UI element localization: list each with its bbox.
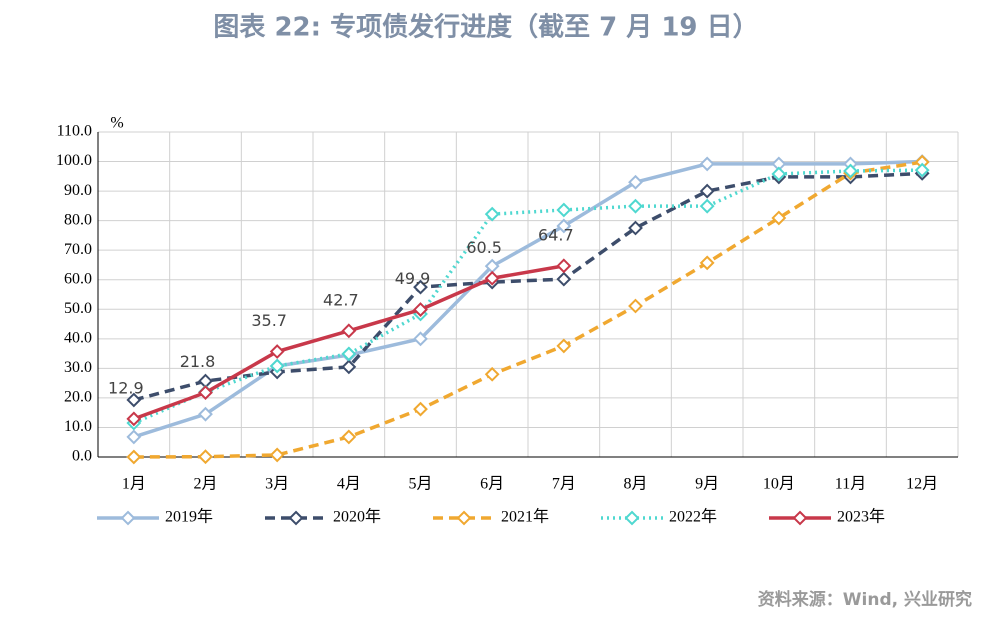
source-note: 资料来源：Wind, 兴业研究 bbox=[758, 589, 972, 610]
y-tick-label: 40.0 bbox=[64, 329, 92, 346]
point-marker bbox=[269, 344, 285, 359]
point-marker bbox=[126, 429, 142, 445]
legend-marker bbox=[456, 510, 472, 526]
point-marker bbox=[484, 206, 500, 222]
x-tick-label: 8月 bbox=[623, 476, 647, 493]
y-tick-label: 80.0 bbox=[64, 211, 92, 228]
legend-marker bbox=[288, 510, 304, 526]
point-marker bbox=[126, 411, 142, 427]
legend-marker bbox=[624, 510, 640, 526]
point-marker bbox=[341, 346, 357, 362]
point-marker bbox=[628, 298, 643, 314]
point-marker bbox=[699, 183, 715, 199]
series-line bbox=[133, 171, 923, 402]
data-label: 64.7 bbox=[538, 225, 574, 244]
point-marker bbox=[198, 406, 213, 422]
legend-marker bbox=[792, 510, 808, 526]
point-marker bbox=[413, 331, 428, 347]
data-label: 35.7 bbox=[251, 311, 287, 330]
x-tick-label: 1月 bbox=[122, 476, 146, 493]
legend-label: 2020年 bbox=[333, 508, 381, 526]
x-tick-label: 7月 bbox=[552, 476, 576, 493]
point-marker bbox=[341, 429, 357, 445]
y-tick-label: 60.0 bbox=[64, 270, 92, 287]
data-label: 21.8 bbox=[180, 352, 216, 371]
y-tick-label: 50.0 bbox=[64, 300, 92, 317]
y-tick-label: 100.0 bbox=[56, 152, 92, 169]
y-tick-label: 20.0 bbox=[64, 389, 92, 406]
x-tick-label: 9月 bbox=[695, 476, 719, 493]
data-label: 12.9 bbox=[108, 378, 144, 397]
point-marker bbox=[341, 359, 357, 375]
point-marker bbox=[699, 156, 715, 172]
x-tick-label: 2月 bbox=[193, 476, 217, 493]
point-marker bbox=[914, 162, 930, 178]
point-marker bbox=[198, 449, 213, 465]
point-marker bbox=[269, 358, 285, 374]
y-tick-label: 90.0 bbox=[64, 182, 92, 199]
x-tick-label: 3月 bbox=[265, 476, 289, 493]
data-label: 42.7 bbox=[323, 290, 359, 309]
y-tick-label: 0.0 bbox=[72, 448, 92, 465]
point-marker bbox=[126, 449, 142, 465]
y-unit: % bbox=[110, 115, 123, 132]
point-marker bbox=[843, 163, 858, 179]
series-line bbox=[133, 264, 565, 421]
x-tick-label: 10月 bbox=[763, 476, 795, 493]
x-tick-label: 12月 bbox=[906, 476, 938, 493]
x-tick-label: 5月 bbox=[408, 476, 432, 493]
legend-marker bbox=[120, 510, 136, 526]
y-tick-label: 30.0 bbox=[64, 359, 92, 376]
point-marker bbox=[484, 270, 500, 286]
y-tick-label: 70.0 bbox=[64, 241, 92, 258]
point-marker bbox=[556, 258, 572, 274]
point-marker bbox=[556, 202, 572, 218]
point-marker bbox=[341, 323, 357, 339]
data-label: 49.9 bbox=[395, 269, 431, 288]
x-tick-label: 4月 bbox=[337, 476, 361, 493]
legend-label: 2023年 bbox=[837, 508, 885, 526]
point-marker bbox=[628, 198, 643, 214]
x-tick-label: 6月 bbox=[480, 476, 504, 493]
legend-label: 2022年 bbox=[669, 508, 717, 526]
point-marker bbox=[628, 220, 643, 236]
series-line bbox=[133, 160, 923, 459]
y-tick-label: 10.0 bbox=[64, 418, 92, 435]
point-marker bbox=[413, 401, 428, 417]
point-marker bbox=[556, 271, 572, 287]
x-tick-label: 11月 bbox=[835, 476, 866, 493]
data-label: 60.5 bbox=[466, 238, 502, 257]
chart-title: 图表 22: 专项债发行进度（截至 7 月 19 日） bbox=[213, 12, 758, 43]
point-marker bbox=[771, 210, 787, 226]
point-marker bbox=[771, 166, 787, 182]
point-marker bbox=[699, 255, 715, 271]
point-marker bbox=[413, 302, 428, 317]
point-marker bbox=[556, 338, 572, 354]
point-marker bbox=[198, 385, 213, 401]
y-tick-label: 110.0 bbox=[57, 123, 92, 140]
point-marker bbox=[269, 447, 285, 463]
legend-label: 2021年 bbox=[501, 508, 549, 526]
point-marker bbox=[413, 279, 428, 295]
point-marker bbox=[484, 366, 500, 382]
point-marker bbox=[556, 218, 572, 234]
point-marker bbox=[628, 174, 643, 190]
legend-label: 2019年 bbox=[165, 508, 213, 526]
point-marker bbox=[699, 198, 715, 214]
point-marker bbox=[126, 392, 142, 408]
